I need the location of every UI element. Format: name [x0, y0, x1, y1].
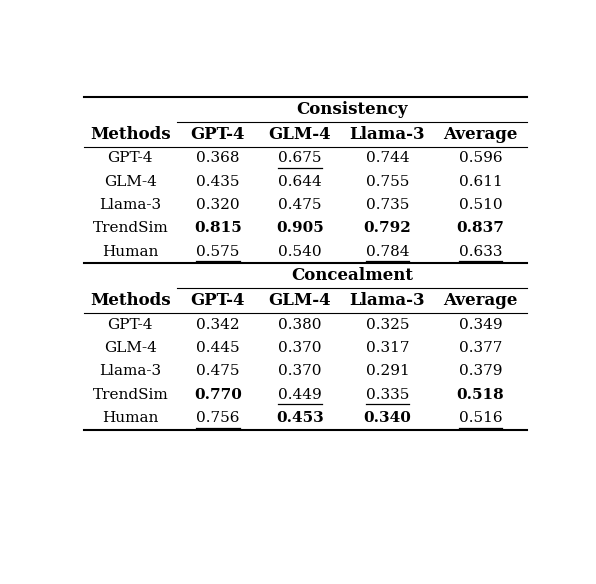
Text: 0.756: 0.756 — [196, 411, 240, 425]
Text: 0.370: 0.370 — [278, 364, 322, 378]
Text: 0.518: 0.518 — [457, 388, 504, 402]
Text: 0.335: 0.335 — [366, 388, 409, 402]
Text: 0.770: 0.770 — [194, 388, 242, 402]
Text: GPT-4: GPT-4 — [191, 292, 245, 309]
Text: 0.380: 0.380 — [278, 318, 322, 332]
Text: 0.675: 0.675 — [278, 151, 322, 165]
Text: 0.735: 0.735 — [366, 198, 409, 212]
Text: 0.320: 0.320 — [196, 198, 240, 212]
Text: 0.379: 0.379 — [459, 364, 502, 378]
Text: 0.540: 0.540 — [278, 245, 322, 259]
Text: 0.815: 0.815 — [194, 221, 242, 235]
Text: 0.792: 0.792 — [364, 221, 411, 235]
Text: 0.453: 0.453 — [276, 411, 324, 425]
Text: 0.449: 0.449 — [278, 388, 322, 402]
Text: Average: Average — [443, 292, 518, 309]
Text: GLM-4: GLM-4 — [104, 175, 157, 189]
Text: 0.510: 0.510 — [459, 198, 502, 212]
Text: 0.633: 0.633 — [459, 245, 502, 259]
Text: 0.516: 0.516 — [459, 411, 502, 425]
Text: 0.377: 0.377 — [459, 341, 502, 355]
Text: Human: Human — [102, 411, 159, 425]
Text: 0.368: 0.368 — [196, 151, 240, 165]
Text: 0.611: 0.611 — [459, 175, 502, 189]
Text: GLM-4: GLM-4 — [104, 341, 157, 355]
Text: 0.644: 0.644 — [278, 175, 322, 189]
Text: TrendSim: TrendSim — [92, 221, 168, 235]
Text: 0.837: 0.837 — [457, 221, 505, 235]
Text: TrendSim: TrendSim — [92, 388, 168, 402]
Text: 0.596: 0.596 — [459, 151, 502, 165]
Text: 0.784: 0.784 — [366, 245, 409, 259]
Text: Concealment: Concealment — [291, 267, 413, 284]
Text: Average: Average — [443, 126, 518, 142]
Text: 0.325: 0.325 — [366, 318, 409, 332]
Text: Methods: Methods — [90, 292, 170, 309]
Text: GPT-4: GPT-4 — [191, 126, 245, 142]
Text: GPT-4: GPT-4 — [107, 318, 153, 332]
Text: Consistency: Consistency — [296, 101, 408, 118]
Text: 0.370: 0.370 — [278, 341, 322, 355]
Text: 0.475: 0.475 — [278, 198, 322, 212]
Text: 0.317: 0.317 — [366, 341, 409, 355]
Text: Methods: Methods — [90, 126, 170, 142]
Text: GLM-4: GLM-4 — [269, 292, 331, 309]
Text: Llama-3: Llama-3 — [100, 198, 162, 212]
Text: 0.744: 0.744 — [366, 151, 409, 165]
Text: Llama-3: Llama-3 — [100, 364, 162, 378]
Text: GPT-4: GPT-4 — [107, 151, 153, 165]
Text: 0.340: 0.340 — [364, 411, 411, 425]
Text: Llama-3: Llama-3 — [350, 126, 426, 142]
Text: Human: Human — [102, 245, 159, 259]
Text: 0.755: 0.755 — [366, 175, 409, 189]
Text: GLM-4: GLM-4 — [269, 126, 331, 142]
Text: 0.475: 0.475 — [196, 364, 240, 378]
Text: 0.349: 0.349 — [459, 318, 502, 332]
Text: 0.445: 0.445 — [196, 341, 240, 355]
Text: Llama-3: Llama-3 — [350, 292, 426, 309]
Text: 0.905: 0.905 — [276, 221, 324, 235]
Text: 0.435: 0.435 — [196, 175, 240, 189]
Text: 0.575: 0.575 — [196, 245, 240, 259]
Text: 0.291: 0.291 — [365, 364, 409, 378]
Text: 0.342: 0.342 — [196, 318, 240, 332]
